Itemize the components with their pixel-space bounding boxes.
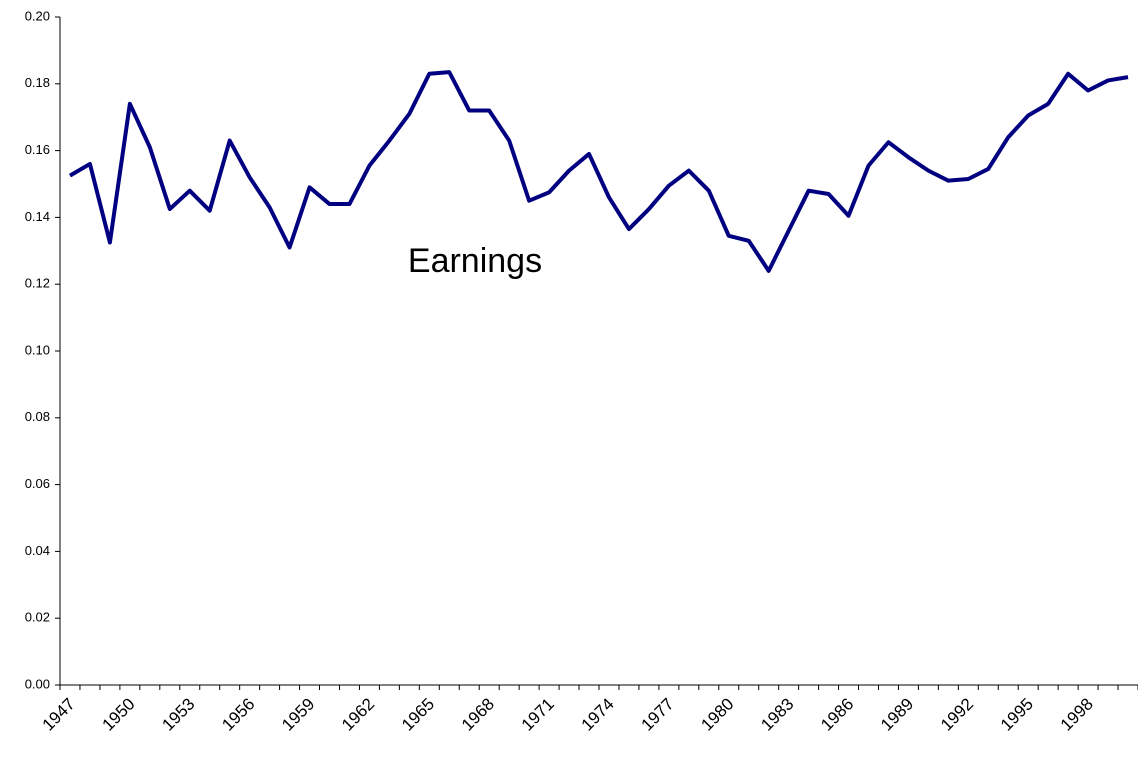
y-tick-label: 0.12 [25,276,50,291]
y-tick-label: 0.04 [25,543,50,558]
x-tick-label: 1956 [218,694,258,734]
x-tick-label: 1983 [757,694,797,734]
y-tick-label: 0.16 [25,142,50,157]
y-tick-label: 0.20 [25,8,50,23]
y-tick-label: 0.10 [25,342,50,357]
annotation: Earnings [408,242,542,280]
x-tick-label: 1992 [937,694,977,734]
x-tick-label: 1989 [877,694,917,734]
x-tick-label: 1950 [99,694,139,734]
y-tick-label: 0.00 [25,676,50,691]
x-tick-label: 1968 [458,694,498,734]
x-tick-label: 1980 [697,694,737,734]
y-tick-label: 0.08 [25,409,50,424]
x-tick-label: 1953 [158,694,198,734]
y-tick-label: 0.06 [25,476,50,491]
x-tick-label: 1971 [518,694,558,734]
x-tick-label: 1977 [638,694,678,734]
x-tick-label: 1974 [578,694,618,734]
x-tick-label: 1962 [338,694,378,734]
x-tick-label: 1998 [1057,694,1097,734]
y-tick-label: 0.18 [25,75,50,90]
x-tick-label: 1965 [398,694,438,734]
y-tick-label: 0.02 [25,610,50,625]
y-tick-label: 0.14 [25,209,50,224]
x-tick-label: 1995 [997,694,1037,734]
x-tick-label: 1986 [817,694,857,734]
x-tick-label: 1959 [278,694,318,734]
line-series [68,70,1129,273]
x-tick-label: 1947 [39,694,79,734]
